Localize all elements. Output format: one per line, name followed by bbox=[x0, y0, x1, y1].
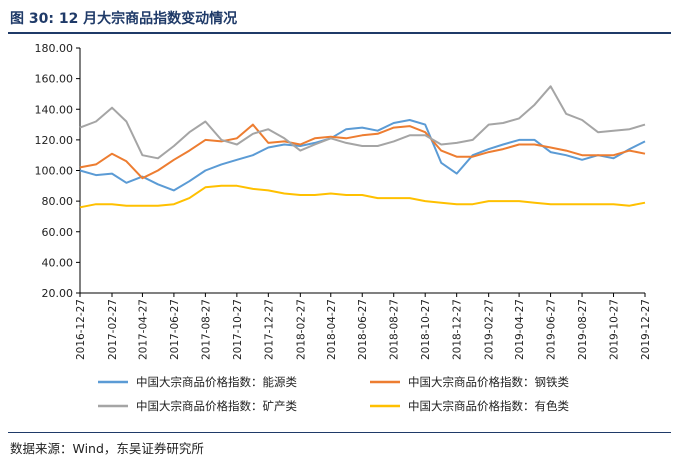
x-tick-label: 2018-04-27 bbox=[326, 299, 338, 360]
y-tick-label: 80.00 bbox=[42, 195, 74, 208]
series-line-steel bbox=[79, 123, 646, 180]
legend-label-mining: 中国大宗商品价格指数：矿产类 bbox=[136, 399, 297, 413]
x-tick-label: 2017-10-27 bbox=[232, 299, 244, 360]
chart-container: 20.00 40.00 60.00 80.00 100.00 120.00 140.00 16… bbox=[0, 34, 679, 424]
x-tick-label: 2017-02-27 bbox=[107, 299, 119, 360]
x-tick-label: 2019-06-27 bbox=[546, 299, 558, 360]
y-tick-label: 140.00 bbox=[35, 103, 74, 116]
footer-rule bbox=[8, 432, 671, 433]
x-tick-label: 2019-02-27 bbox=[484, 299, 496, 360]
x-tick-label: 2017-06-27 bbox=[169, 299, 181, 360]
y-tick-label: 100.00 bbox=[35, 165, 74, 178]
legend-label-steel: 中国大宗商品价格指数：钢铁类 bbox=[408, 375, 569, 389]
x-tick-label: 2019-12-27 bbox=[640, 299, 652, 360]
figure-title: 图 30: 12 月大宗商品指数变动情况 bbox=[10, 11, 238, 27]
x-tick-label: 2018-08-27 bbox=[389, 299, 401, 360]
x-tick-label: 2017-08-27 bbox=[200, 299, 212, 360]
series-line-nonferrous bbox=[79, 184, 646, 209]
x-tick-label: 2018-12-27 bbox=[452, 299, 464, 360]
x-tick-label: 2017-04-27 bbox=[137, 299, 149, 360]
y-tick-label: 40.00 bbox=[42, 256, 74, 269]
x-tick-label: 2017-12-27 bbox=[263, 299, 275, 360]
source-note: 数据来源：Wind，东吴证券研究所 bbox=[10, 441, 204, 456]
legend-label-energy: 中国大宗商品价格指数：能源类 bbox=[136, 375, 297, 389]
y-tick-label: 180.00 bbox=[35, 42, 74, 55]
x-tick-label: 2018-06-27 bbox=[357, 299, 369, 360]
x-tick-label: 2019-04-27 bbox=[514, 299, 526, 360]
series-line-energy bbox=[79, 119, 646, 192]
y-tick-label: 60.00 bbox=[42, 226, 74, 239]
legend-label-nonferrous: 中国大宗商品价格指数：有色类 bbox=[408, 399, 569, 413]
line-chart: 20.00 40.00 60.00 80.00 100.00 120.00 140.00 16… bbox=[35, 42, 653, 413]
y-tick-label: 120.00 bbox=[35, 134, 74, 147]
y-tick-label: 160.00 bbox=[35, 73, 74, 86]
y-tick-label: 20.00 bbox=[42, 287, 74, 300]
x-tick-label: 2018-10-27 bbox=[420, 299, 432, 360]
figure-header: 图 30: 12 月大宗商品指数变动情况 bbox=[8, 6, 671, 34]
x-tick-label: 2016-12-27 bbox=[75, 299, 87, 360]
x-tick-label: 2019-08-27 bbox=[577, 299, 589, 360]
x-tick-label: 2019-10-27 bbox=[609, 299, 621, 360]
x-tick-label: 2018-02-27 bbox=[295, 299, 307, 360]
title-rule bbox=[8, 32, 671, 34]
series-line-mining bbox=[79, 85, 646, 160]
